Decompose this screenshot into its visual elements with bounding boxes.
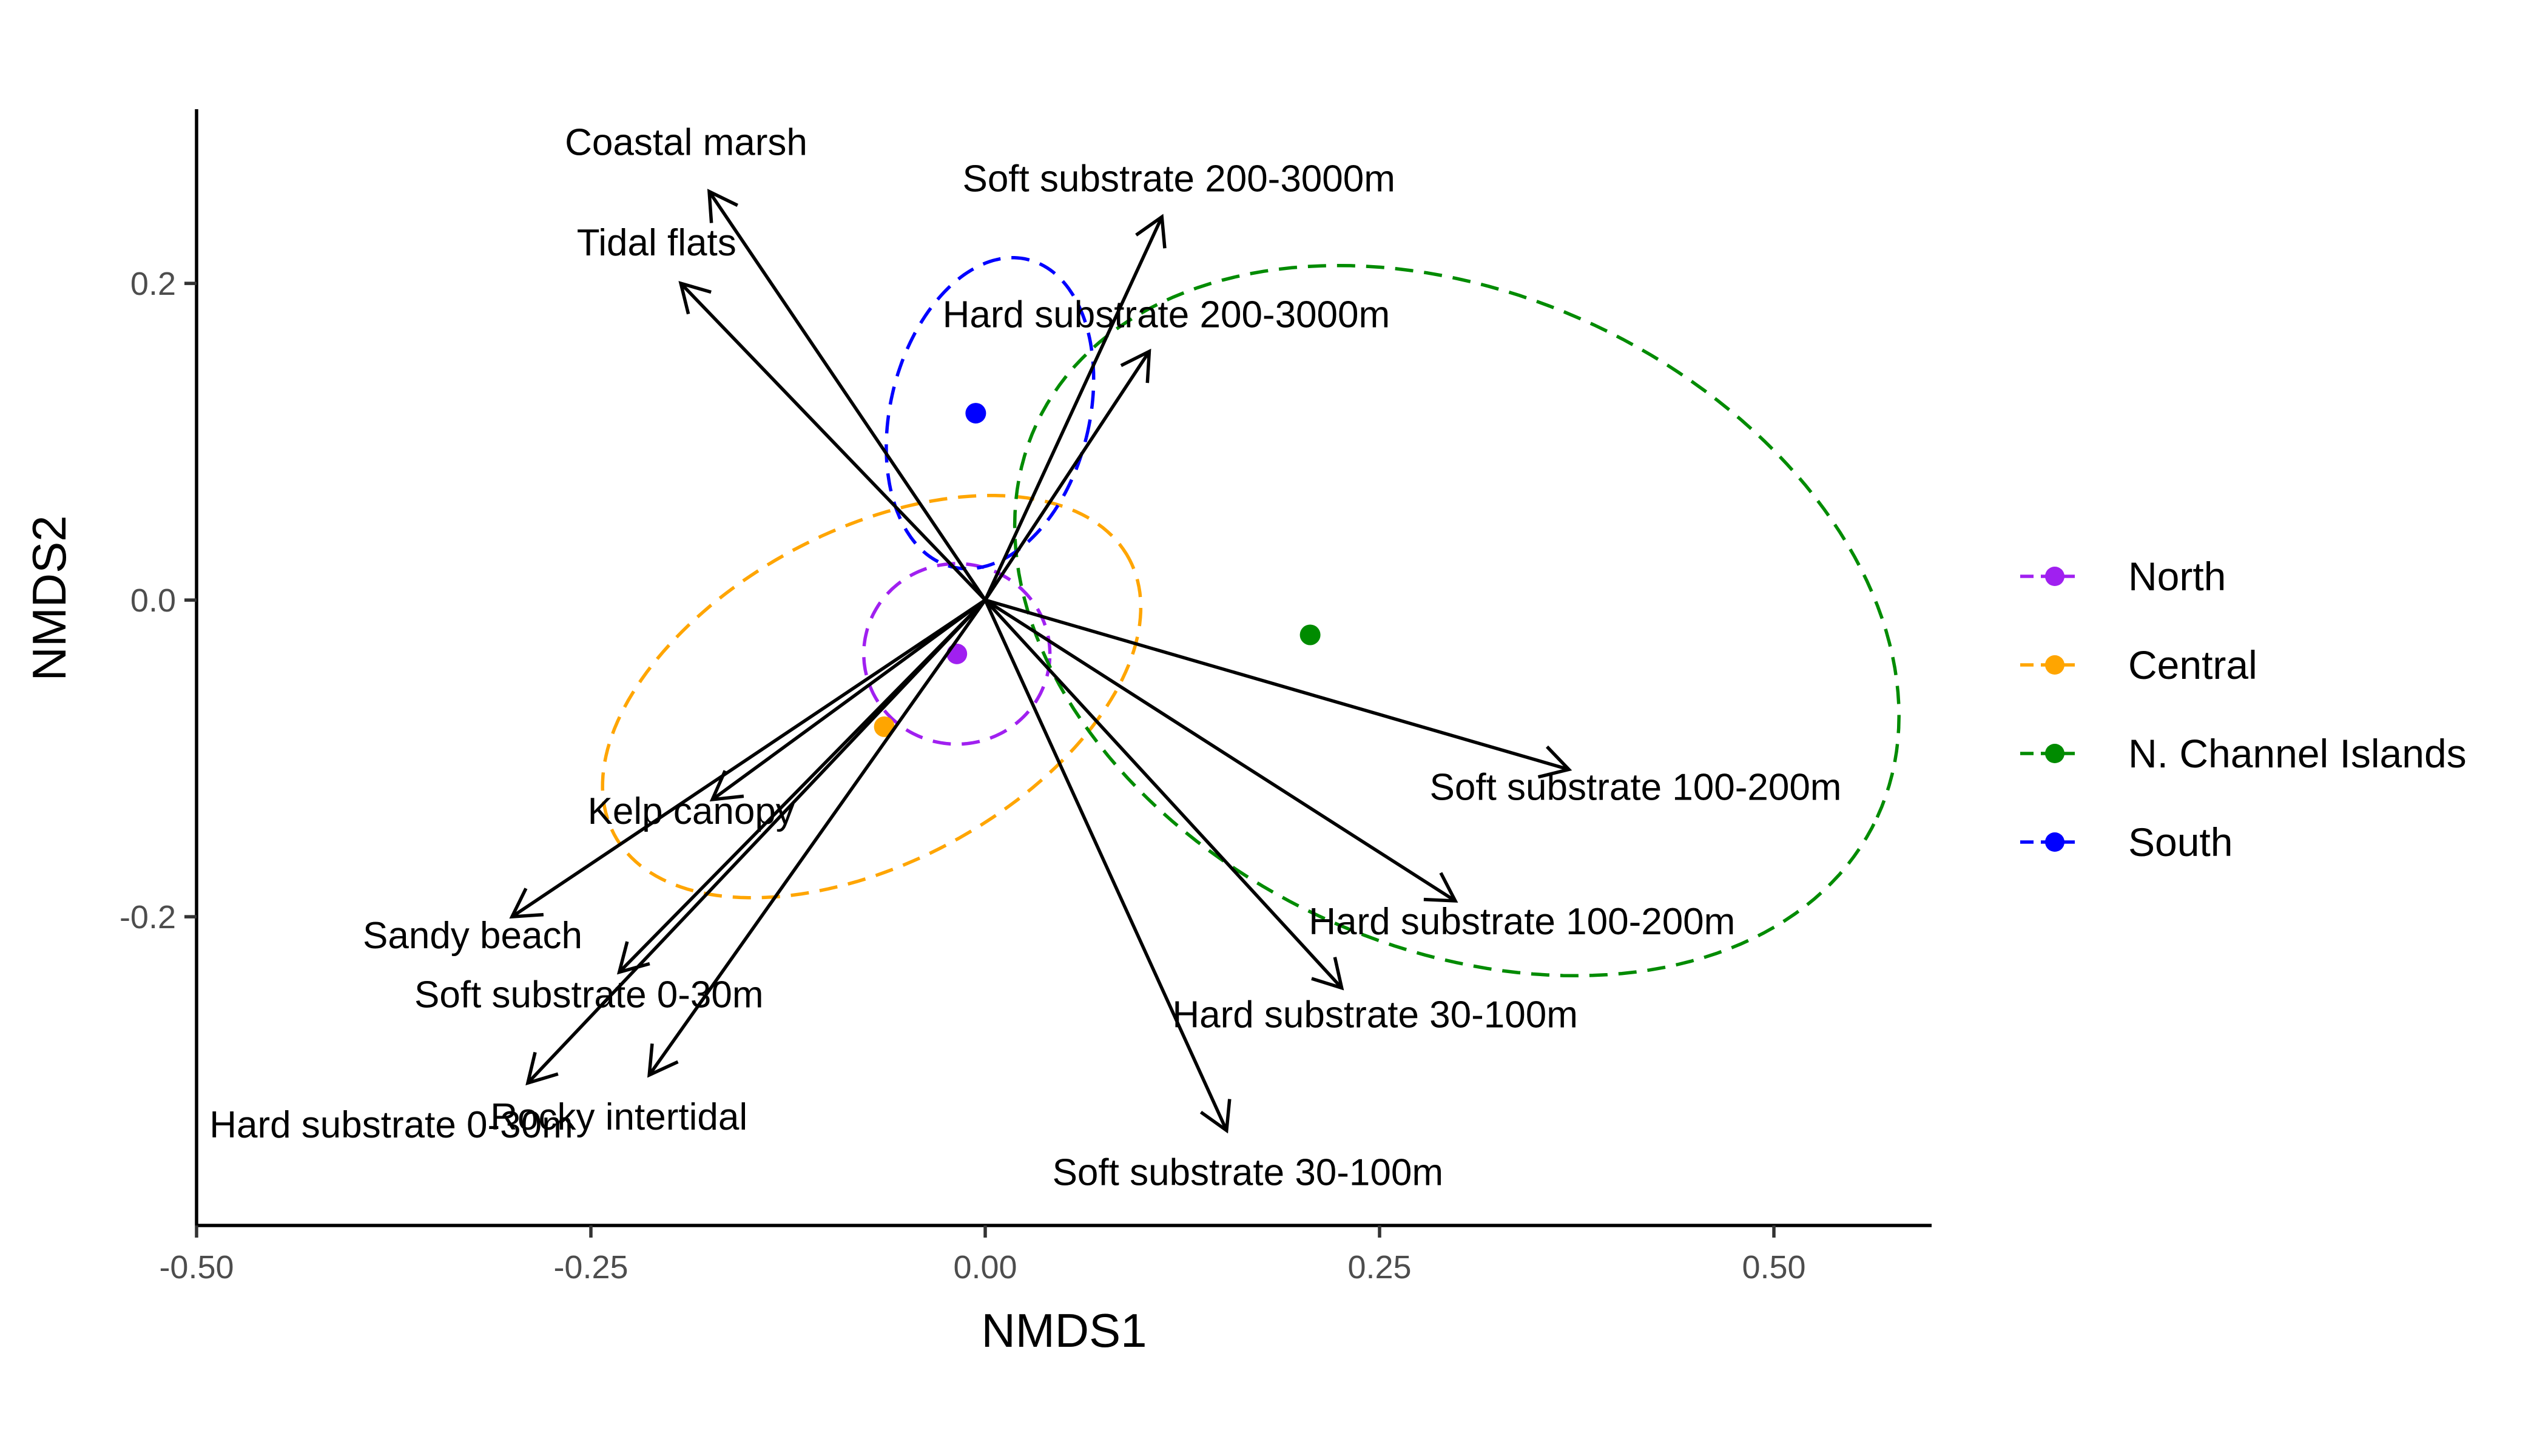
vector-sandy-beach [509, 598, 986, 919]
label-tidal-flats: Tidal flats [577, 222, 736, 264]
vector-soft-substrate-100-200m [985, 598, 1572, 779]
arrowhead [509, 888, 544, 919]
vector-tidal-flats [678, 281, 986, 601]
vector-line [983, 350, 1151, 601]
legend-label: N. Channel Islands [2128, 731, 2467, 776]
x-tick-label: -0.25 [553, 1249, 628, 1286]
x-tick-label: 0.25 [1347, 1249, 1411, 1286]
axes [195, 109, 1932, 1227]
legend-label: Central [2128, 642, 2257, 687]
y-tick-label: 0.0 [130, 582, 176, 619]
label-hard-substrate-30-100m: Hard substrate 30-100m [1172, 994, 1578, 1036]
vector-line [984, 598, 1457, 903]
legend-item-central: Central [2020, 642, 2257, 687]
vector-line [679, 282, 986, 601]
legend-label: North [2128, 554, 2226, 599]
vector-line [983, 599, 1343, 989]
label-soft-substrate-0-30m: Soft substrate 0-30m [414, 974, 764, 1016]
vector-hard-substrate-0-30m [525, 599, 986, 1086]
legend-key-point [2045, 832, 2064, 852]
arrowhead [1537, 745, 1572, 779]
arrowhead [1311, 957, 1344, 991]
vector-line [511, 598, 986, 918]
x-ticks: -0.50 -0.25 0.00 0.25 0.50 [159, 1225, 1806, 1286]
label-sandy-beach: Sandy beach [363, 915, 582, 957]
label-rocky-intertidal: Rocky intertidal [490, 1096, 747, 1138]
label-soft-substrate-200-3000m: Soft substrate 200-3000m [962, 158, 1395, 200]
y-ticks: -0.2 0.0 0.2 [120, 266, 197, 935]
arrowhead [1120, 348, 1151, 383]
vector-kelp-canopy [709, 598, 986, 802]
label-hard-substrate-100-200m: Hard substrate 100-200m [1309, 901, 1735, 943]
legend-key-point [2045, 744, 2064, 763]
vector-hard-substrate-200-3000m [983, 348, 1151, 601]
label-hard-substrate-0-30m: Hard substrate 0-30m [209, 1104, 573, 1146]
group-centroids [874, 403, 1321, 737]
arrowhead [678, 281, 712, 315]
vector-soft-substrate-200-3000m [983, 214, 1167, 601]
legend-label: South [2128, 820, 2233, 864]
vector-line [647, 599, 987, 1076]
vector-labels: Coastal marsh Tidal flats Soft substrate 2… [209, 122, 1841, 1194]
x-tick-label: -0.50 [159, 1249, 234, 1286]
vector-line [527, 599, 986, 1084]
label-kelp-canopy: Kelp canopy [588, 790, 795, 832]
vector-line [711, 598, 986, 801]
legend-item-south: South [2020, 820, 2233, 864]
ellipse-north [862, 562, 1052, 746]
vector-line [707, 190, 987, 601]
arrowhead [647, 1043, 679, 1078]
centroid-north [946, 643, 968, 664]
vector-line [985, 598, 1569, 771]
legend-key-point [2045, 655, 2064, 675]
x-axis-title: NMDS1 [981, 1304, 1147, 1357]
arrowhead [1423, 872, 1458, 903]
vector-soft-substrate-30-100m [983, 599, 1232, 1134]
ellipse-n-channel-islands [1013, 263, 1901, 978]
legend: North Central N. Channel Islands South [2020, 554, 2467, 864]
vector-hard-substrate-30-100m [983, 599, 1344, 991]
environment-vectors [509, 189, 1572, 1134]
label-hard-substrate-200-3000m: Hard substrate 200-3000m [943, 294, 1390, 335]
centroid-south [965, 403, 986, 424]
x-tick-label: 0.50 [1742, 1249, 1805, 1286]
vector-hard-substrate-100-200m [984, 598, 1458, 903]
label-soft-substrate-30-100m: Soft substrate 30-100m [1053, 1151, 1443, 1193]
y-tick-label: 0.2 [130, 266, 176, 302]
vector-coastal-marsh [707, 189, 987, 601]
arrowhead [709, 770, 744, 802]
legend-key-point [2045, 567, 2064, 586]
centroid-n-channel-islands [1299, 624, 1321, 645]
vector-rocky-intertidal [647, 599, 987, 1078]
label-soft-substrate-100-200m: Soft substrate 100-200m [1430, 766, 1842, 808]
legend-item-n-channel-islands: N. Channel Islands [2020, 731, 2467, 776]
arrowhead [525, 1051, 559, 1086]
y-tick-label: -0.2 [120, 899, 176, 935]
centroid-central [874, 716, 895, 737]
vector-line [983, 599, 1228, 1131]
ellipse-central [601, 494, 1143, 900]
vector-line [983, 216, 1164, 601]
x-tick-label: 0.00 [953, 1249, 1017, 1286]
arrowhead [707, 189, 738, 223]
label-coastal-marsh: Coastal marsh [565, 122, 807, 164]
arrowhead [1135, 214, 1167, 249]
y-axis-title: NMDS2 [22, 515, 76, 681]
legend-item-north: North [2020, 554, 2226, 599]
arrowhead [1199, 1099, 1232, 1134]
